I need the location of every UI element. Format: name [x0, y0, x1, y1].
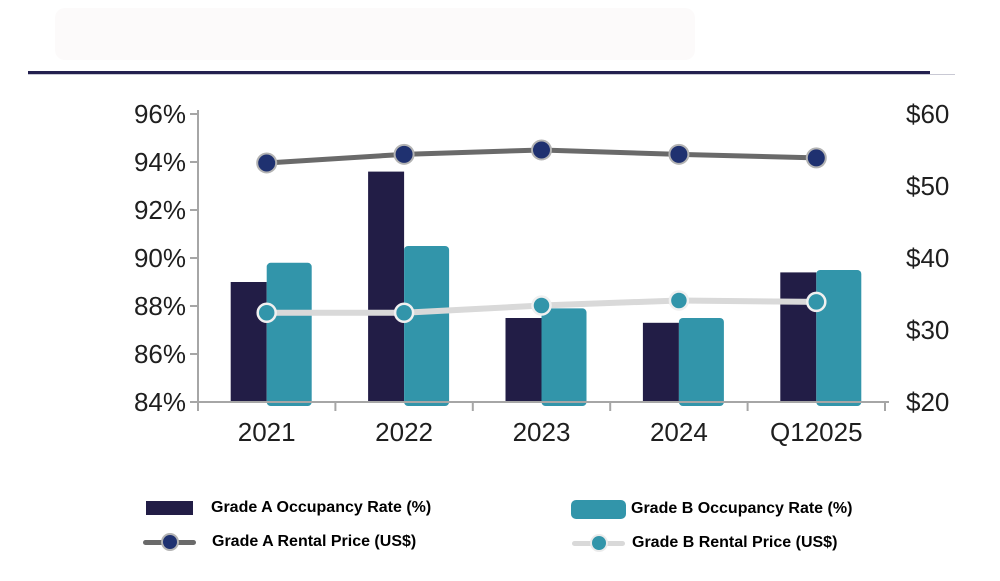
bar-grade-b-2022 — [404, 246, 450, 406]
header-rule — [28, 71, 930, 74]
legend-label: Grade B Rental Price (US$) — [632, 534, 838, 551]
bar-grade-b-2024 — [678, 318, 724, 406]
bars-grade-b — [266, 246, 862, 406]
left-axis-tick-label: 84% — [134, 387, 186, 417]
grade-a-bar-swatch-icon — [146, 501, 193, 515]
x-axis-category-label: 2022 — [375, 417, 433, 447]
bar-grade-a-2021 — [230, 282, 267, 402]
legend-label: Grade A Occupancy Rate (%) — [211, 499, 432, 516]
line-grade-b-marker-2022 — [393, 302, 415, 323]
legend-label: Grade A Rental Price (US$) — [212, 533, 417, 550]
line-grade-a-marker-2022 — [393, 143, 415, 165]
line-grade-b-marker-2021 — [256, 302, 277, 323]
right-axis-tick-label: $30 — [906, 315, 949, 345]
x-axis-category-label: 2024 — [650, 417, 708, 447]
left-axis-tick-label: 96% — [134, 99, 186, 129]
right-axis-tick-label: $60 — [906, 99, 949, 129]
bar-grade-a-2023 — [505, 318, 542, 402]
grade-a-line-swatch-icon — [143, 533, 196, 551]
line-grade-a-marker-2023 — [531, 139, 552, 161]
grade-a-marker-icon — [160, 533, 179, 551]
x-axis-category-label: 2023 — [513, 417, 571, 447]
grade-b-line-swatch-icon — [572, 534, 625, 552]
legend-item-grade-b-occupancy: Grade B Occupancy Rate (%) — [571, 495, 852, 523]
line-grade-a-marker-Q12025 — [805, 147, 827, 169]
axes: 96% 94% 92% 90% 88% 86% 84% 2021 2022 2023 2024 Q12… — [134, 99, 949, 447]
erased-title-smudge — [55, 8, 695, 60]
legend-label: Grade B Occupancy Rate (%) — [631, 500, 853, 517]
right-axis-tick-label: $40 — [906, 243, 949, 273]
left-axis-tick-label: 86% — [134, 339, 186, 369]
left-axis-tick-label: 90% — [134, 243, 186, 273]
line-grade-b-marker-2024 — [668, 290, 690, 311]
bar-grade-b-2023 — [541, 308, 587, 406]
grade-b-marker-icon — [589, 534, 608, 552]
header-rule-shadow — [28, 74, 955, 75]
line-grade-b-marker-Q12025 — [806, 291, 827, 313]
line-grade-a — [256, 139, 827, 174]
line-grade-b — [256, 290, 827, 323]
legend-item-grade-a-rental: Grade A Rental Price (US$) — [143, 528, 416, 556]
line-grade-a-marker-2024 — [668, 143, 690, 165]
left-axis-tick-label: 88% — [134, 291, 186, 321]
occupancy-rental-combo-chart: 96% 94% 92% 90% 88% 86% 84% 2021 2022 2023 2024 Q12… — [134, 99, 949, 447]
line-grade-b-marker-2023 — [531, 295, 552, 316]
left-axis-tick-label: 94% — [134, 147, 186, 177]
right-axis-tick-label: $20 — [906, 387, 949, 417]
right-axis-tick-label: $50 — [906, 171, 949, 201]
x-axis-category-label: Q12025 — [770, 417, 863, 447]
grade-b-bar-swatch-icon — [571, 499, 626, 519]
bar-grade-a-2024 — [642, 322, 679, 402]
x-axis-category-label: 2021 — [238, 417, 296, 447]
bar-grade-a-Q12025 — [780, 272, 817, 402]
bar-grade-b-2021 — [266, 262, 312, 406]
legend-item-grade-a-occupancy: Grade A Occupancy Rate (%) — [146, 494, 431, 522]
legend-item-grade-b-rental: Grade B Rental Price (US$) — [572, 529, 837, 557]
bar-grade-a-2022 — [368, 171, 405, 402]
bars-grade-a — [230, 171, 817, 402]
bar-grade-b-Q12025 — [816, 270, 862, 406]
line-grade-a-marker-2021 — [256, 152, 278, 174]
left-axis-tick-label: 92% — [134, 195, 186, 225]
